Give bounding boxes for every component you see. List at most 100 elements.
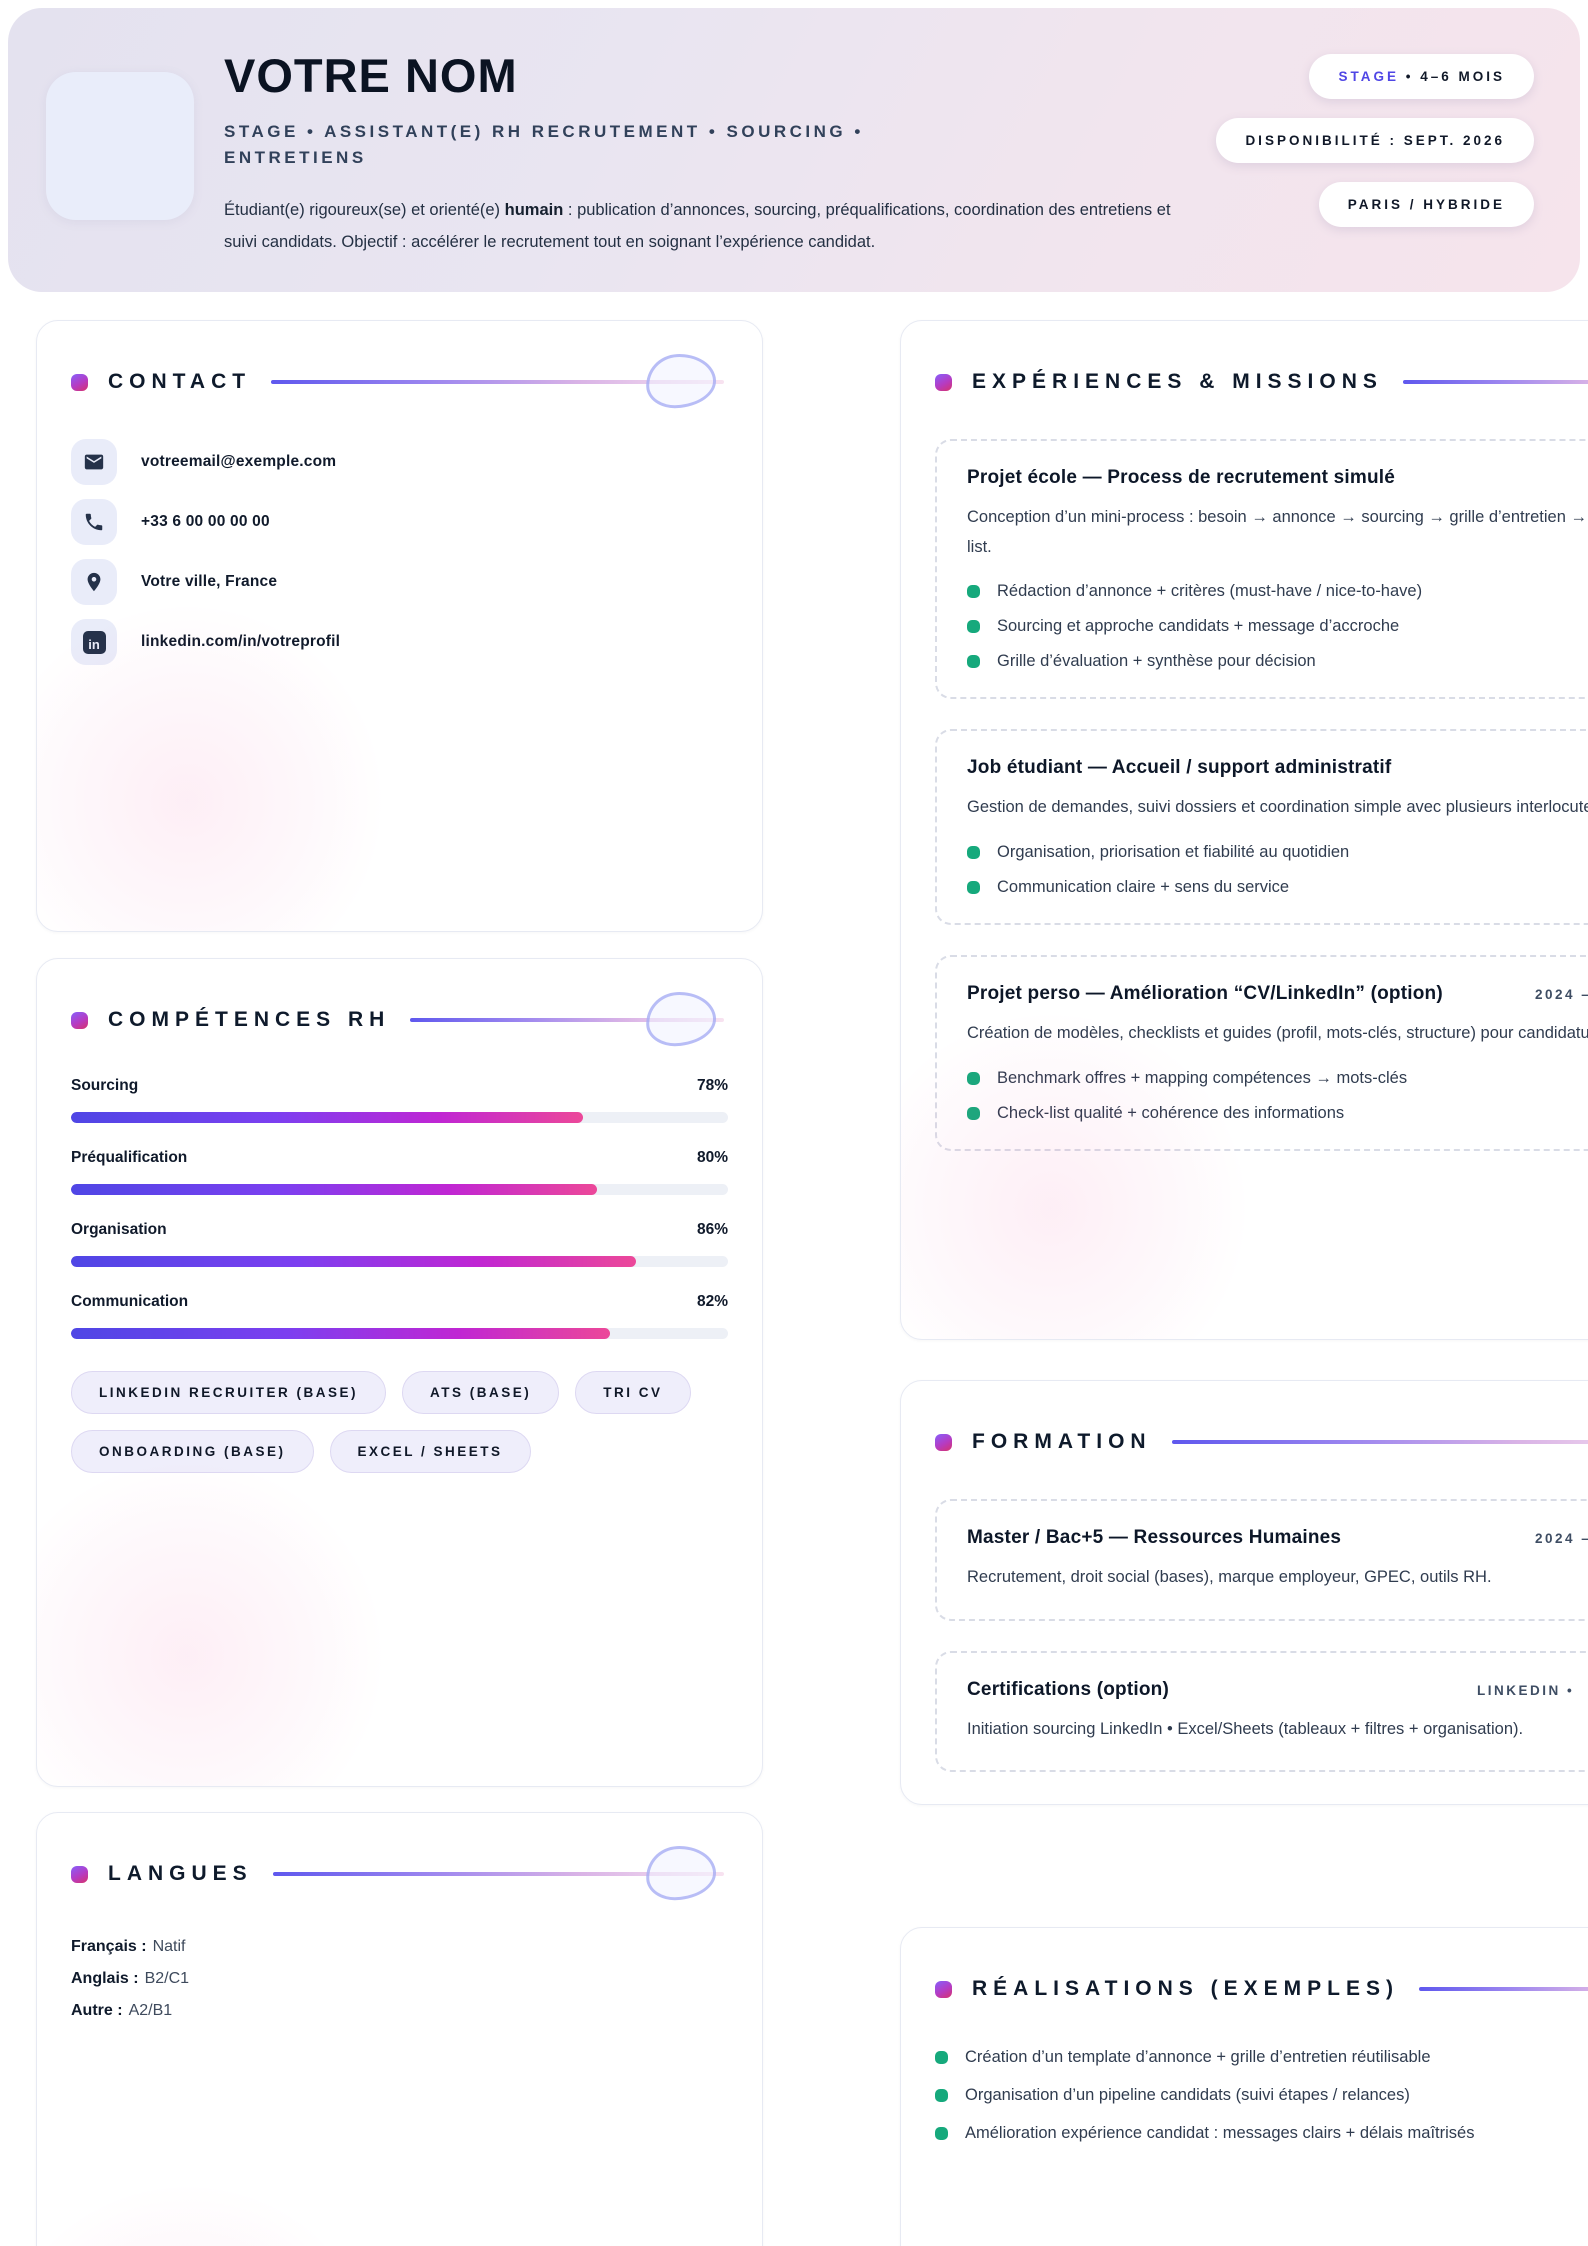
skill-label: Communication (71, 1293, 189, 1310)
language-label: Anglais : (71, 1970, 139, 1987)
bullet-item: Création d’un template d’annonce + grill… (935, 2048, 1588, 2067)
content-columns: CONTACT votreemail@exemple.com (36, 320, 1588, 2246)
bullet-item: Organisation d’un pipeline candidats (su… (935, 2086, 1588, 2105)
bullet-dot-icon (967, 846, 980, 860)
achievements-bullets: Création d’un template d’annonce + grill… (935, 2048, 1588, 2143)
experience-date: 2024 – (1535, 987, 1588, 1003)
formation-item-master: Master / Bac+5 — Ressources Humaines 202… (935, 1499, 1588, 1621)
language-row-english: Anglais : B2/C1 (71, 1963, 728, 1995)
bullet-text: Rédaction d’annonce + critères (must-hav… (997, 582, 1423, 601)
contact-row-linkedin: in linkedin.com/in/votreprofil (71, 619, 728, 665)
section-title-formation: FORMATION (972, 1430, 1152, 1453)
linkedin-glyph: in (82, 630, 106, 654)
section-title-languages: LANGUES (108, 1862, 253, 1885)
bullet-item: Check-list qualité + cohérence des infor… (967, 1104, 1588, 1123)
contact-email-value: votreemail@exemple.com (141, 453, 337, 470)
tag-tri-cv: TRI CV (575, 1371, 691, 1414)
bullet-item: Benchmark offres + mapping compétences →… (967, 1069, 1588, 1088)
linkedin-icon: in (71, 619, 117, 665)
experience-description: Gestion de demandes, suivi dossiers et c… (967, 798, 1588, 817)
tag-excel-sheets: EXCEL / SHEETS (329, 1430, 531, 1473)
section-dot-icon (71, 1865, 88, 1883)
contact-row-phone: +33 6 00 00 00 00 (71, 499, 728, 545)
bullet-text: Grille d’évaluation + synthèse pour déci… (997, 652, 1316, 671)
right-column: EXPÉRIENCES & MISSIONS Projet école — Pr… (900, 320, 1588, 2246)
skill-bar-fill (71, 1112, 584, 1123)
skill-bar-fill (71, 1184, 597, 1195)
skill-bar-track (71, 1328, 728, 1339)
experience-item-projet-perso: Projet perso — Amélioration “CV/LinkedIn… (935, 955, 1588, 1151)
skill-bar-fill (71, 1256, 637, 1267)
language-value: A2/B1 (128, 2002, 173, 2019)
experience-bullets: Organisation, priorisation et fiabilité … (967, 843, 1588, 897)
language-label: Autre : (71, 2002, 123, 2019)
section-gradient-line (271, 380, 724, 384)
bullet-text: Organisation, priorisation et fiabilité … (997, 843, 1350, 862)
bullet-dot-icon (967, 881, 980, 895)
experience-item-projet-ecole: Projet école — Process de recrutement si… (935, 439, 1588, 700)
bullet-dot-icon (935, 2127, 948, 2140)
formation-section: FORMATION Master / Bac+5 — Ressources Hu… (900, 1380, 1588, 1805)
bullet-dot-icon (935, 2051, 948, 2064)
section-dot-icon (935, 373, 952, 391)
skill-tags: LINKEDIN RECRUITER (BASE) ATS (BASE) TRI… (71, 1371, 728, 1473)
achievements-section: RÉALISATIONS (EXEMPLES) Création d’un te… (900, 1927, 1588, 2246)
contact-location-value: Votre ville, France (141, 573, 278, 590)
bullet-dot-icon (935, 2089, 948, 2102)
page-title: VOTRE NOM (224, 49, 518, 102)
bullet-item: Amélioration expérience candidat : messa… (935, 2124, 1588, 2143)
bullet-text: Sourcing et approche candidats + message… (997, 617, 1400, 636)
badge-text: DISPONIBILITÉ : SEPT. 2026 (1245, 133, 1505, 148)
header-text-block: VOTRE NOM STAGE • ASSISTANT(E) RH RECRUT… (224, 48, 1184, 258)
contact-row-email: votreemail@exemple.com (71, 439, 728, 485)
scribble-ellipse-icon (644, 352, 718, 410)
section-dot-icon (71, 373, 88, 391)
formation-description: Recrutement, droit social (bases), marqu… (967, 1568, 1492, 1586)
bullet-item: Rédaction d’annonce + critères (must-hav… (967, 582, 1588, 601)
scribble-ellipse-icon (644, 1844, 718, 1902)
section-gradient-line (1402, 380, 1588, 384)
phone-icon (71, 499, 117, 545)
experience-bullets: Rédaction d’annonce + critères (must-hav… (967, 582, 1588, 671)
section-dot-icon (71, 1011, 88, 1029)
bullet-text: Amélioration expérience candidat : messa… (965, 2124, 1475, 2142)
skill-label: Préqualification (71, 1149, 188, 1166)
formation-date: 2024 – (1535, 1531, 1588, 1546)
badge-text: • 4–6 MOIS (1398, 69, 1505, 84)
skill-label: Sourcing (71, 1077, 139, 1094)
skill-sourcing: Sourcing 78% (71, 1077, 728, 1123)
badge-availability: DISPONIBILITÉ : SEPT. 2026 (1216, 118, 1534, 163)
bullet-text: Communication claire + sens du service (997, 878, 1290, 897)
experience-description: Conception d’un mini-process : besoin → … (967, 508, 1588, 556)
contact-section-header: CONTACT (71, 352, 728, 410)
bullet-text: Benchmark offres + mapping compétences →… (997, 1068, 1408, 1087)
summary-text: : publication d’annonces, sourcing, préq… (224, 200, 1171, 251)
skill-label: Organisation (71, 1221, 167, 1238)
section-gradient-line (1171, 1440, 1588, 1444)
bullet-dot-icon (967, 585, 980, 599)
experience-bullets: Benchmark offres + mapping compétences →… (967, 1069, 1588, 1123)
skill-bar-track (71, 1184, 728, 1195)
experience-title: Job étudiant — Accueil / support adminis… (967, 757, 1392, 779)
tag-linkedin-recruiter: LINKEDIN RECRUITER (BASE) (71, 1371, 387, 1414)
skill-percent: 86% (696, 1221, 728, 1238)
tag-onboarding: ONBOARDING (BASE) (71, 1430, 314, 1473)
formation-title: Master / Bac+5 — Ressources Humaines (967, 1527, 1342, 1548)
header: VOTRE NOM STAGE • ASSISTANT(E) RH RECRUT… (8, 8, 1580, 292)
experience-title: Projet perso — Amélioration “CV/LinkedIn… (967, 983, 1443, 1005)
bullet-item: Organisation, priorisation et fiabilité … (967, 843, 1588, 862)
achievements-section-header: RÉALISATIONS (EXEMPLES) (935, 1962, 1588, 2016)
bullet-dot-icon (967, 655, 980, 669)
bullet-item: Sourcing et approche candidats + message… (967, 617, 1588, 636)
languages-section-header: LANGUES (71, 1844, 728, 1902)
header-badges: STAGE • 4–6 MOIS DISPONIBILITÉ : SEPT. 2… (1216, 54, 1534, 227)
section-title-contact: CONTACT (108, 370, 252, 393)
language-value: Natif (152, 1938, 186, 1955)
mail-icon (71, 439, 117, 485)
bullet-dot-icon (967, 1106, 980, 1120)
experience-section-header: EXPÉRIENCES & MISSIONS (935, 355, 1588, 409)
section-title-skills: COMPÉTENCES RH (108, 1008, 391, 1031)
badge-stage-duration: STAGE • 4–6 MOIS (1309, 54, 1534, 99)
skill-prequalification: Préqualification 80% (71, 1149, 728, 1195)
